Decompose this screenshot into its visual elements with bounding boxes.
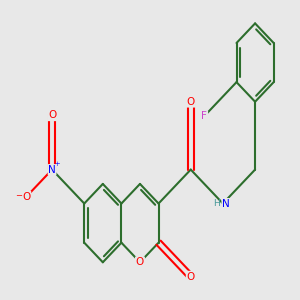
Text: N: N [48,165,56,175]
Text: O: O [187,97,195,107]
Text: O: O [136,257,144,267]
Text: N: N [222,199,230,208]
Text: +: + [55,161,60,167]
Text: O: O [22,192,31,202]
Text: O: O [187,272,195,282]
Text: H: H [213,199,220,208]
Text: O: O [48,110,56,120]
Text: F: F [201,111,207,121]
Text: −: − [16,191,22,200]
